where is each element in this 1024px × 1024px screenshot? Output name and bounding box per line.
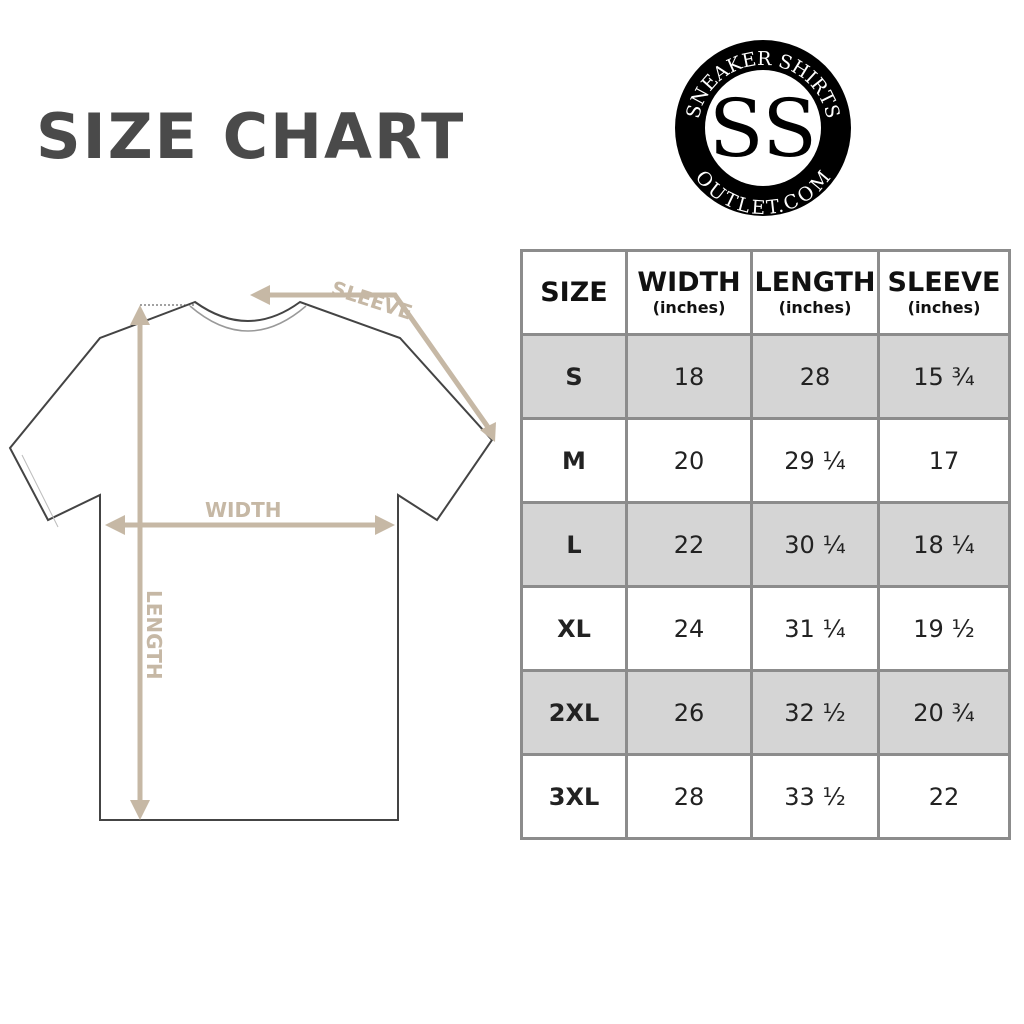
header-width: WIDTH (inches) bbox=[625, 249, 753, 336]
table-row: L 22 30 ¼ 18 ¼ bbox=[520, 501, 1011, 588]
table-row: M 20 29 ¼ 17 bbox=[520, 417, 1011, 504]
table-row: S 18 28 15 ¾ bbox=[520, 333, 1011, 420]
page-title: SIZE CHART bbox=[36, 100, 466, 173]
header-sleeve: SLEEVE (inches) bbox=[877, 249, 1011, 336]
tshirt-diagram: WIDTH SLEEVE LENGTH bbox=[8, 280, 496, 821]
length-label: LENGTH bbox=[142, 590, 166, 680]
brand-logo: SNEAKER SHIRTS OUTLET.COM SS bbox=[675, 40, 851, 218]
table-row: XL 24 31 ¼ 19 ½ bbox=[520, 585, 1011, 672]
width-label: WIDTH bbox=[205, 498, 281, 522]
table-row: 2XL 26 32 ½ 20 ¾ bbox=[520, 669, 1011, 756]
size-table: SIZE WIDTH (inches) LENGTH (inches) SLEEVE… bbox=[520, 249, 1011, 840]
sleeve-arrow bbox=[260, 292, 493, 432]
logo-monogram: SS bbox=[709, 82, 817, 175]
header-size: SIZE bbox=[520, 249, 628, 336]
table-row: 3XL 28 33 ½ 22 bbox=[520, 753, 1011, 840]
table-header-row: SIZE WIDTH (inches) LENGTH (inches) SLEEVE… bbox=[520, 249, 1011, 336]
header-length: LENGTH (inches) bbox=[750, 249, 880, 336]
